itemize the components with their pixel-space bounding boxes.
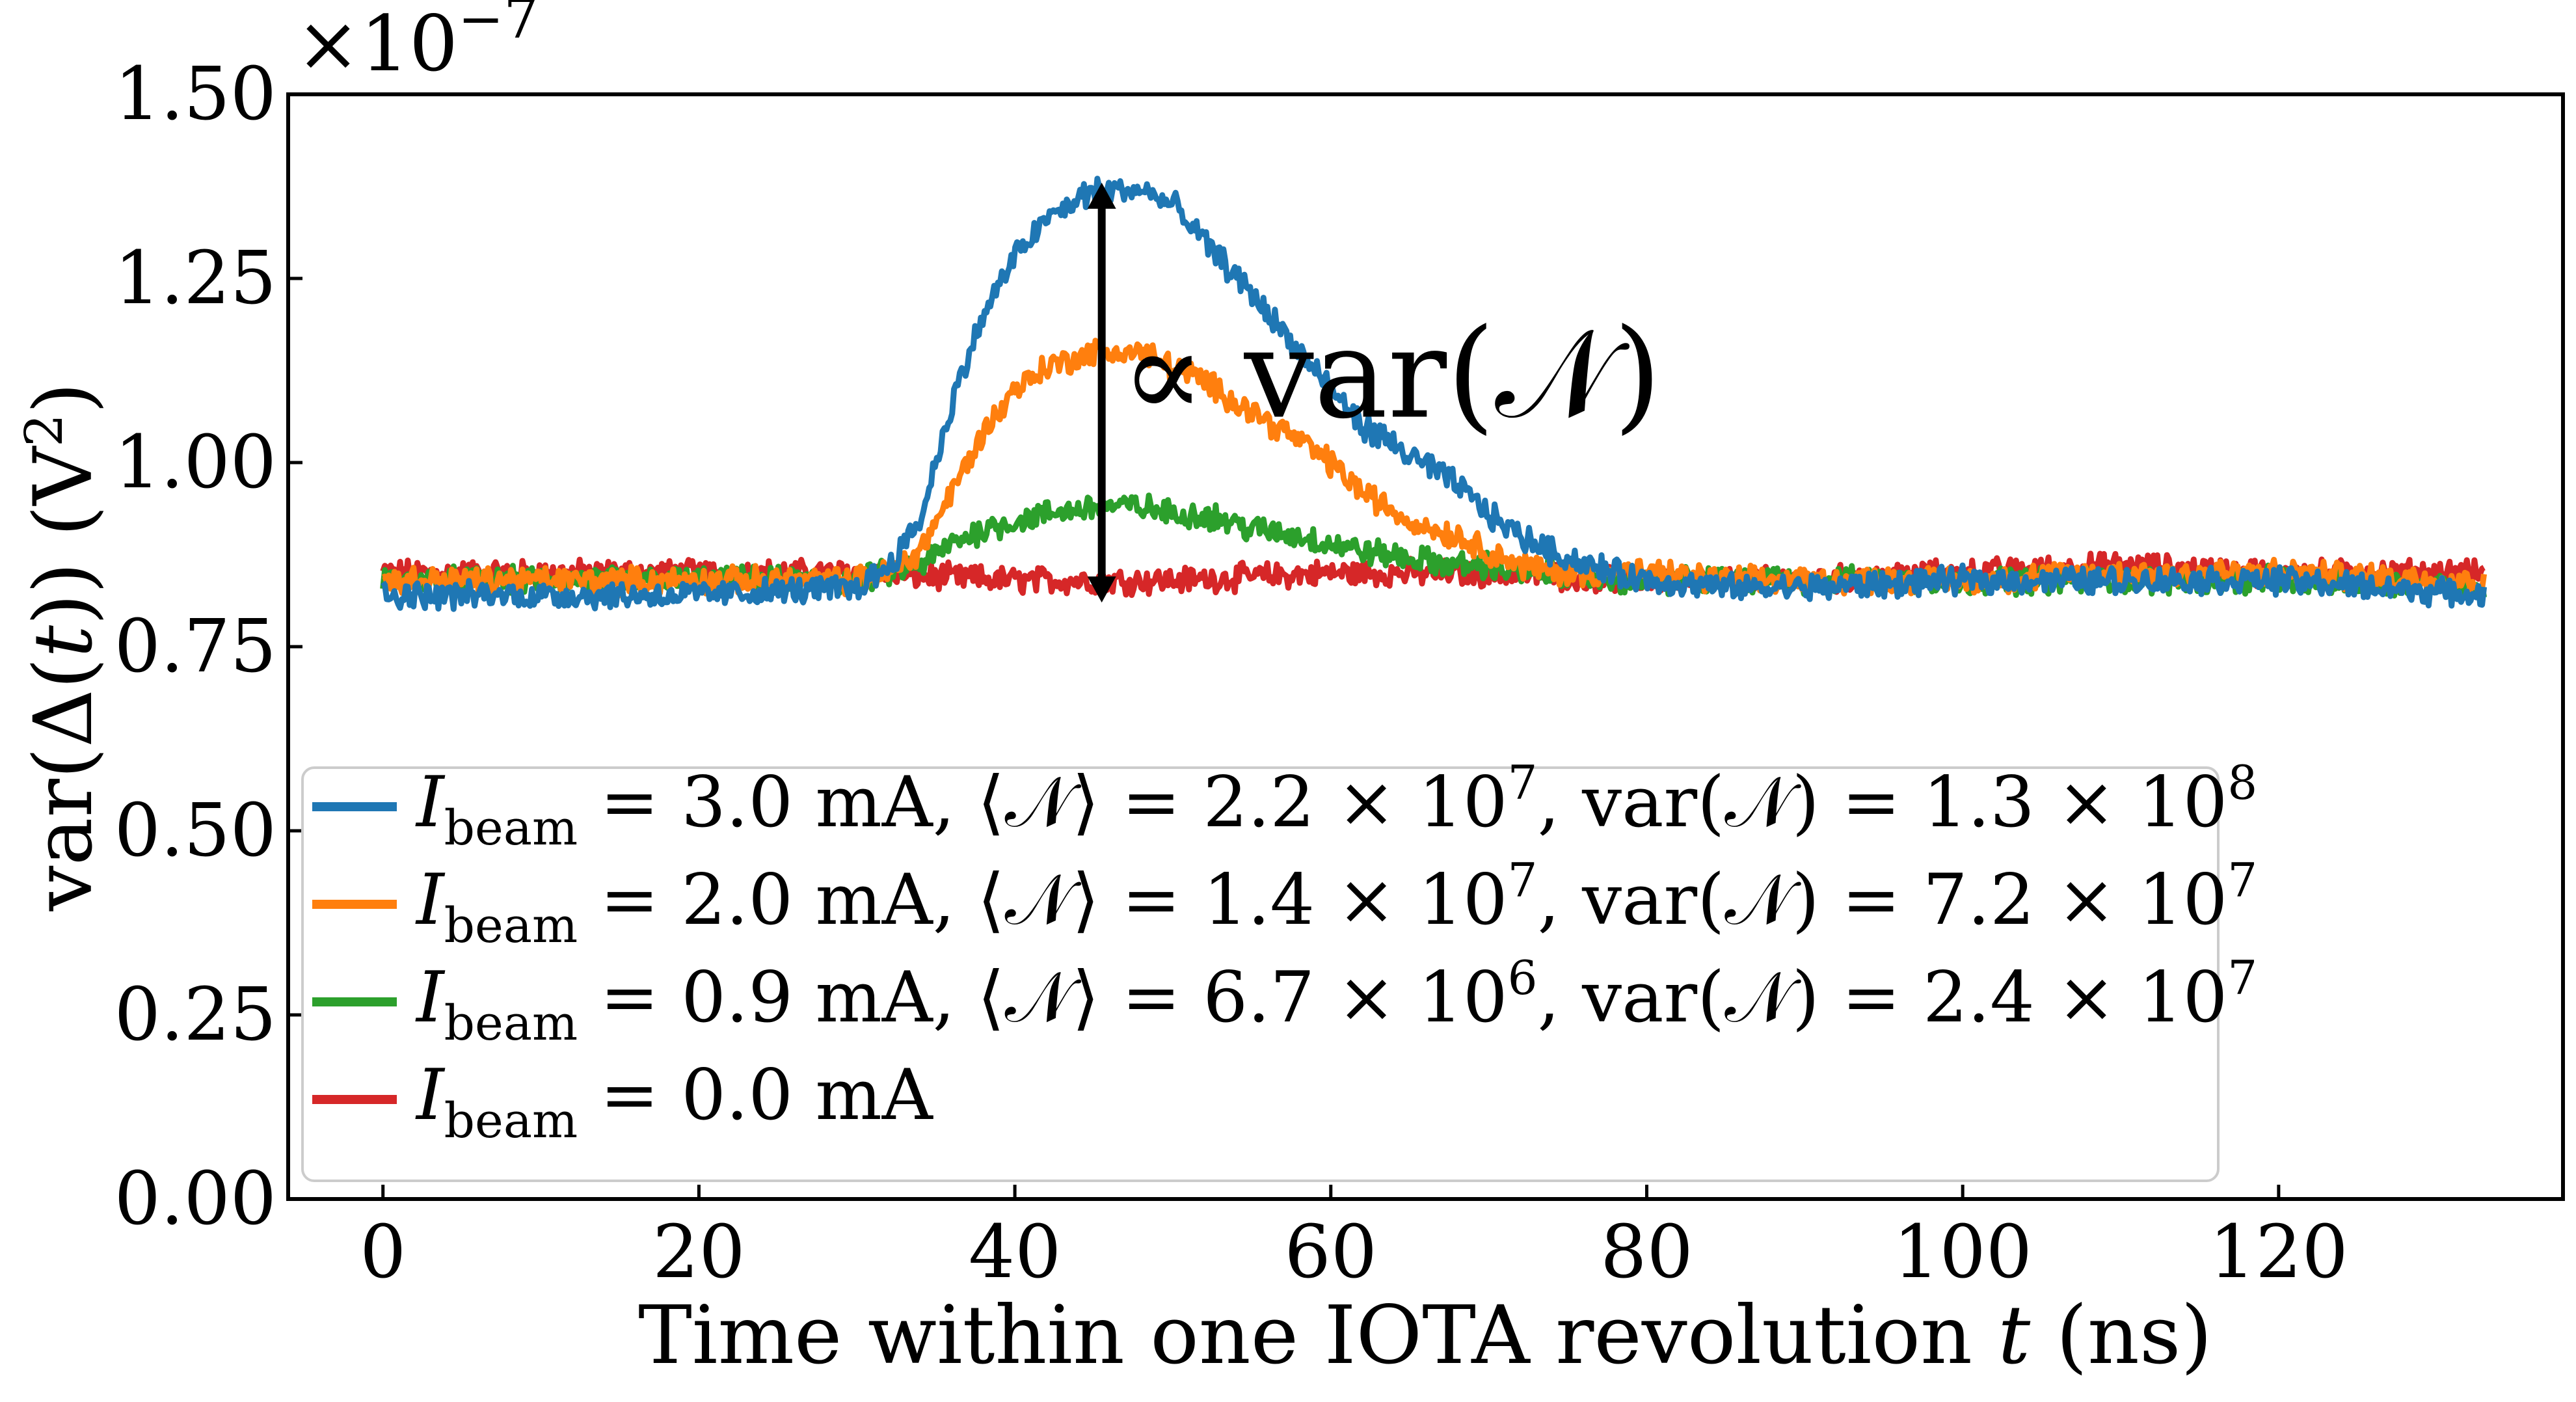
x-tick-label: 60 <box>1285 1210 1378 1295</box>
y-tick-label: 1.50 <box>114 52 276 137</box>
tick-layer: 0 20 40 60 80 100 120 0.00 0.25 0.50 0.75 1.00 1.25 1… <box>114 52 2348 1295</box>
y-tick-label: 0.50 <box>114 789 276 873</box>
x-tick-label: 40 <box>969 1210 1062 1295</box>
legend-box <box>301 766 2220 1182</box>
x-axis-label: Time within one IOTA revolution t (ns) <box>638 1289 2212 1382</box>
x-tick-label: 80 <box>1600 1210 1693 1295</box>
legend-entry-2: Ibeam = 0.9 mA, ⟨𝒩⟩ = 6.7 × 106, var(𝒩) … <box>415 950 2257 1051</box>
annotation-arrow-head-top <box>1087 182 1116 209</box>
x-tick-label: 120 <box>2209 1210 2348 1295</box>
x-tick-label: 0 <box>360 1210 406 1295</box>
annotation: ∝ var(𝒩) <box>1087 182 1662 603</box>
series-line-1 <box>381 338 2488 599</box>
legend-entry-1: Ibeam = 2.0 mA, ⟨𝒩⟩ = 1.4 × 107, var(𝒩) … <box>415 853 2257 954</box>
series-layer <box>380 176 2488 612</box>
y-tick-label: 1.25 <box>114 236 276 321</box>
y-tick-label: 1.00 <box>114 420 276 505</box>
annotation-arrow-head-bottom <box>1087 576 1116 603</box>
y-tick-label: 0.25 <box>114 973 276 1057</box>
series-line-0 <box>381 176 2488 612</box>
y-scale-label: ×10−7 <box>296 0 539 88</box>
x-tick-label: 100 <box>1893 1210 2032 1295</box>
legend: Ibeam = 3.0 mA, ⟨𝒩⟩ = 2.2 × 107, var(𝒩) … <box>301 755 2257 1182</box>
y-tick-label: 0.75 <box>114 604 276 689</box>
legend-entry-3: Ibeam = 0.0 mA <box>415 1055 934 1149</box>
y-axis-label: var(Δ(t)) (V2) <box>14 383 111 912</box>
legend-entry-0: Ibeam = 3.0 mA, ⟨𝒩⟩ = 2.2 × 107, var(𝒩) … <box>415 755 2257 856</box>
x-tick-label: 20 <box>652 1210 745 1295</box>
annotation-text: ∝ var(𝒩) <box>1121 302 1662 446</box>
y-tick-label: 0.00 <box>114 1157 276 1241</box>
